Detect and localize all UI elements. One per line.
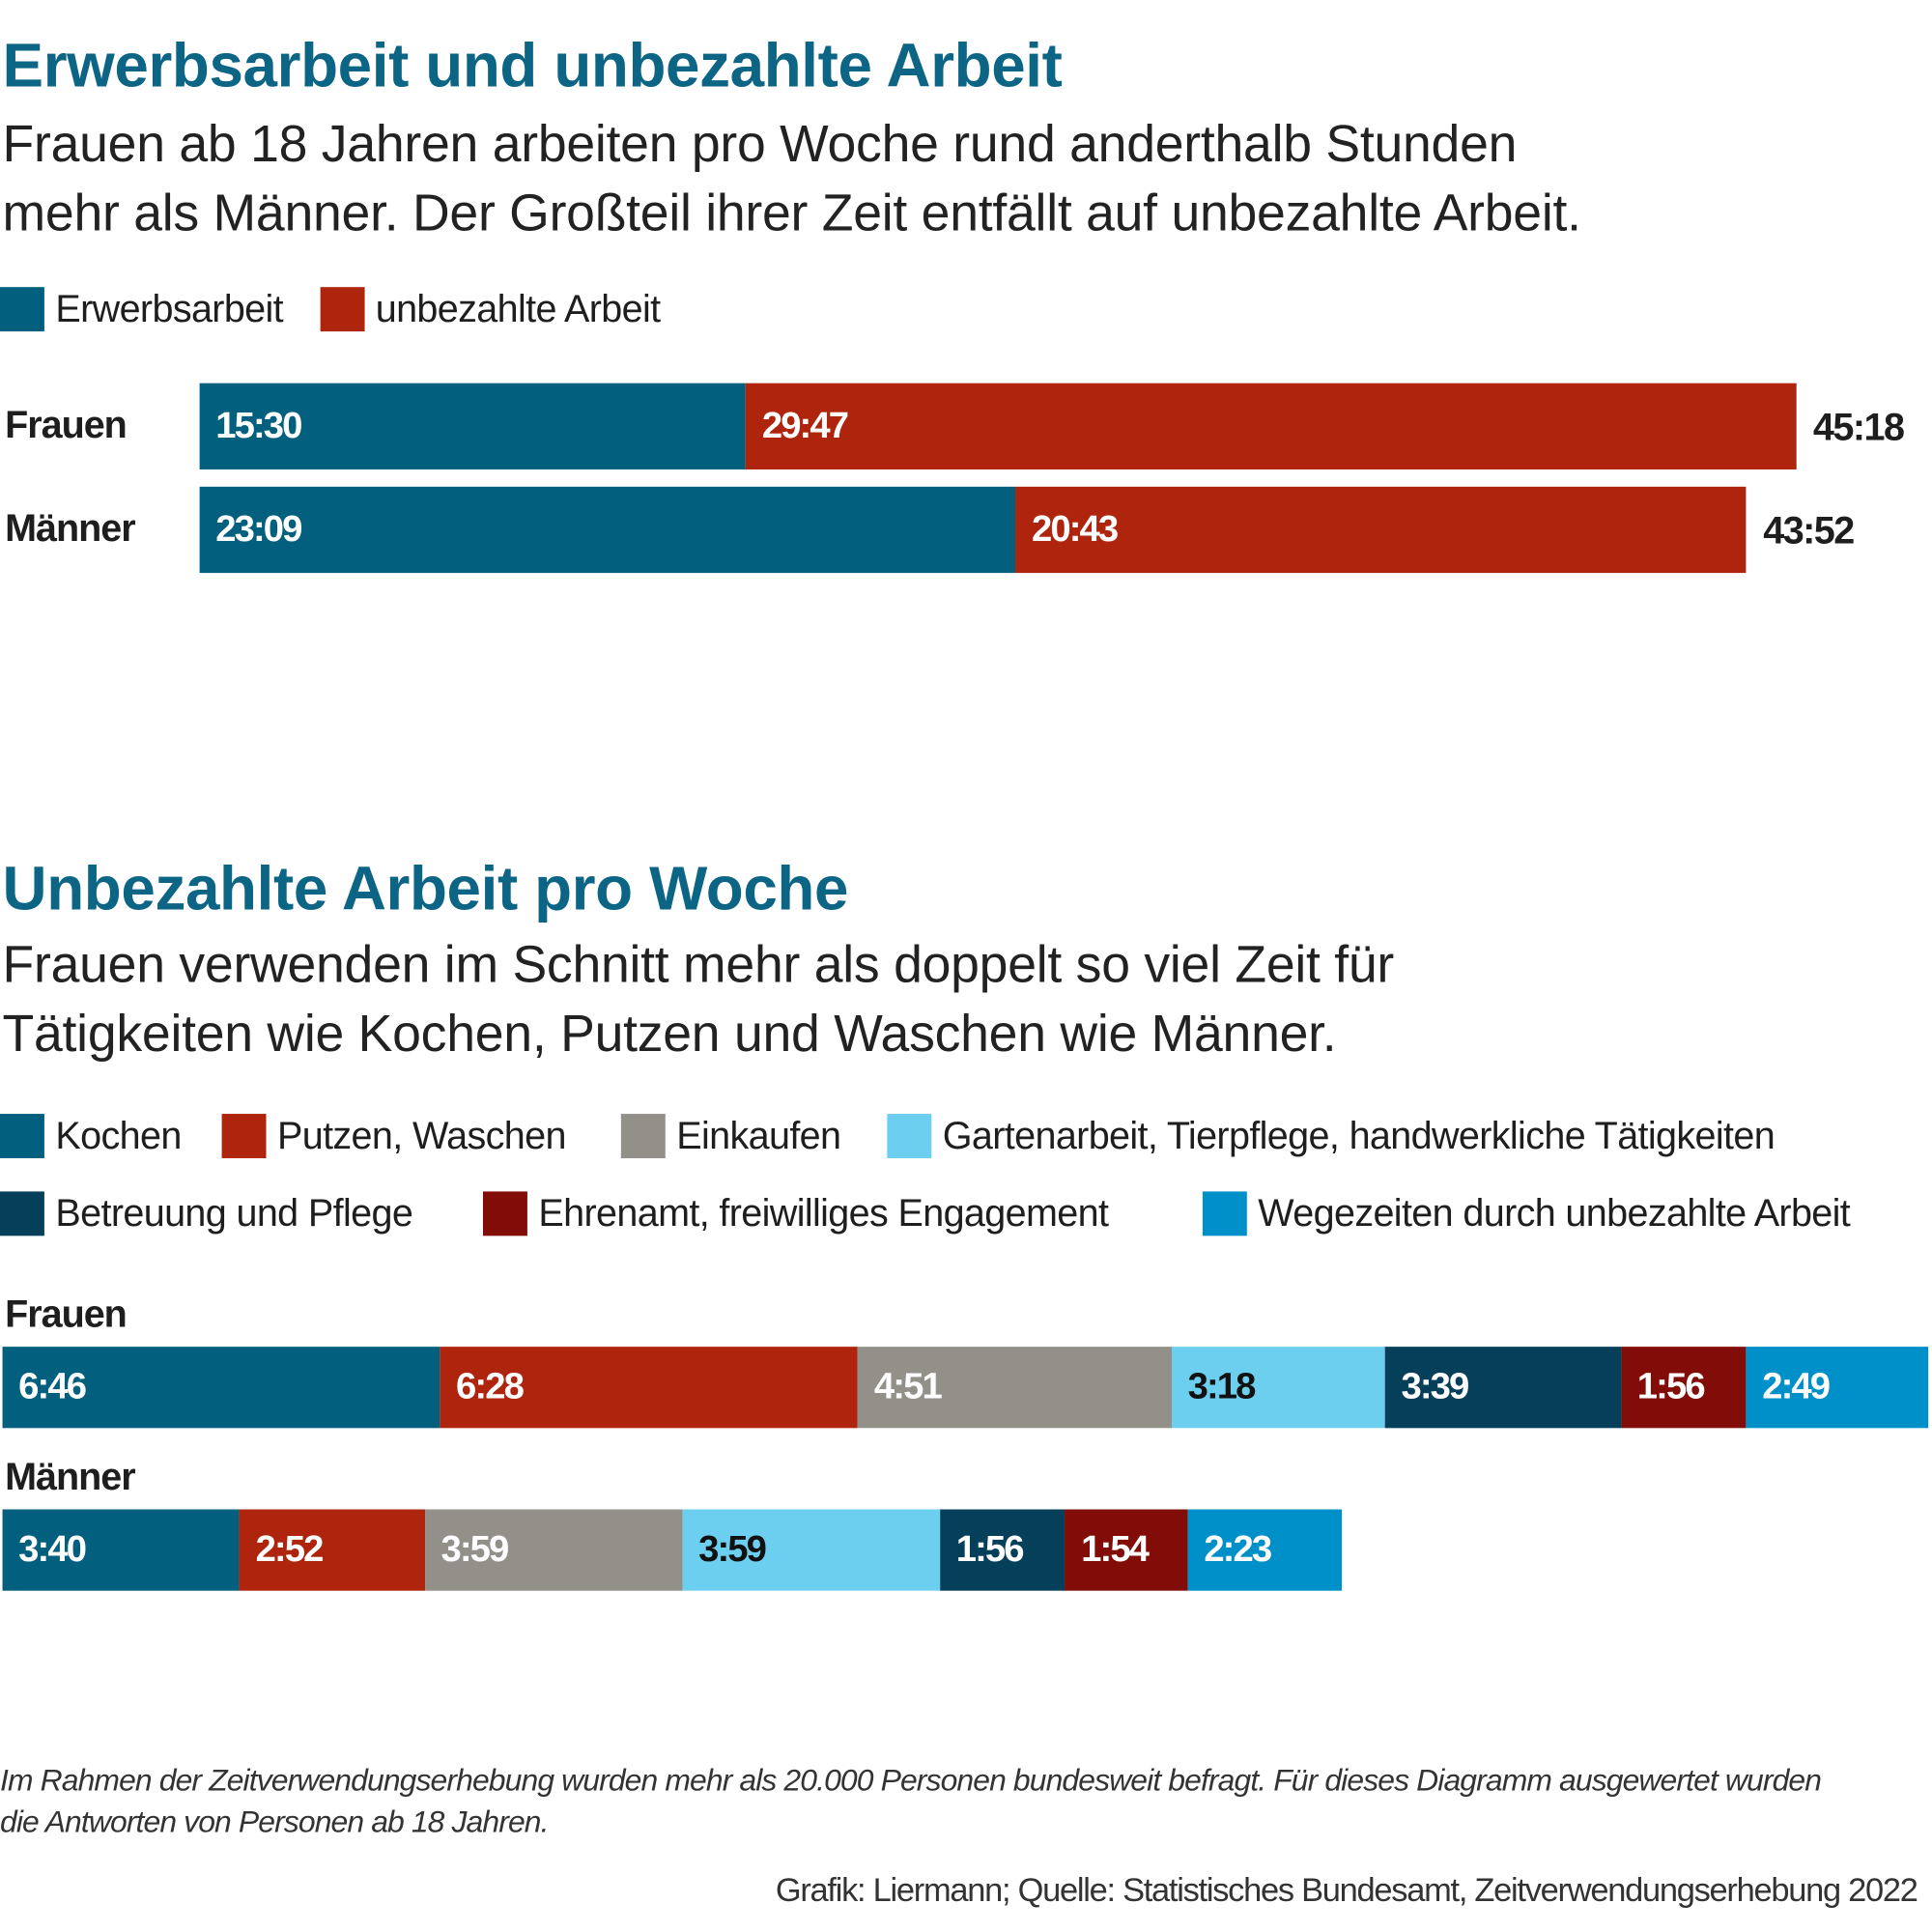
bar-segment-einkaufen: 3:59 [424,1509,683,1591]
source-credit: Grafik: Liermann; Quelle: Statistisches … [775,1871,1918,1909]
row-label-männer: Männer [5,1455,136,1499]
legend-item-einkaufen: Einkaufen [620,1114,841,1158]
legend-swatch [0,1114,44,1158]
legend-swatch [482,1191,527,1236]
bar-segment-ehrenamt-freiwilliges-engagement: 1:54 [1065,1509,1188,1591]
legend-swatch [887,1114,932,1158]
legend-swatch [0,287,44,332]
legend-item-wegezeiten-durch-unbezahlte-arbeit: Wegezeiten durch unbezahlte Arbeit [1202,1191,1851,1236]
legend-swatch [0,1191,44,1236]
legend-label: Ehrenamt, freiwilliges Engagement [538,1191,1109,1236]
legend-swatch [1202,1191,1247,1236]
bar-value-label: 2:52 [255,1528,325,1570]
bar-total-label: 45:18 [1812,405,1905,449]
bar-segment-erwerbsarbeit: 15:30 [199,383,747,469]
bar-value-label: 20:43 [1031,508,1119,550]
legend-item-betreuung-und-pflege: Betreuung und Pflege [0,1191,413,1236]
bar-value-label: 1:54 [1081,1528,1150,1570]
chart2-subtitle-line2: Tätigkeiten wie Kochen, Putzen und Wasch… [2,1004,1337,1063]
bar-value-label: 23:09 [215,508,302,550]
bar-value-label: 2:23 [1204,1528,1272,1570]
legend-label: unbezahlte Arbeit [375,287,661,330]
legend-swatch [320,287,365,332]
bar-value-label: 1:56 [1636,1366,1706,1407]
legend-label: Einkaufen [676,1114,841,1157]
row-label-frauen: Frauen [5,403,128,446]
bar-value-label: 6:28 [456,1366,525,1407]
bar-value-label: 29:47 [761,405,849,446]
bar-segment-wegezeiten-durch-unbezahlte-arbeit: 2:49 [1746,1347,1929,1429]
legend-item-unbezahlte-arbeit: unbezahlte Arbeit [320,287,661,332]
legend-swatch [620,1114,666,1158]
bar-segment-gartenarbeit-tierpflege-handwerkliche-tätigkeiten: 3:18 [1171,1347,1385,1429]
footnote-line1: Im Rahmen der Zeitverwendungserhebung wu… [0,1763,1822,1798]
row-label-frauen: Frauen [5,1293,128,1336]
bar-value-label: 3:39 [1401,1366,1469,1407]
chart1-title: Erwerbsarbeit und unbezahlte Arbeit [2,30,1063,100]
bar-segment-einkaufen: 4:51 [858,1347,1172,1429]
chart2-subtitle-line1: Frauen verwenden im Schnitt mehr als dop… [2,935,1395,994]
legend-item-kochen: Kochen [0,1114,182,1158]
chart1-subtitle-line1: Frauen ab 18 Jahren arbeiten pro Woche r… [2,114,1518,173]
bar-segment-kochen: 6:46 [2,1347,440,1429]
legend-swatch [221,1114,267,1158]
bar-value-label: 3:59 [698,1528,767,1570]
legend-label: Wegezeiten durch unbezahlte Arbeit [1258,1191,1851,1236]
bar-value-label: 3:40 [18,1528,87,1570]
bar-total-label: 43:52 [1763,508,1855,553]
legend-item-putzen-waschen: Putzen, Waschen [221,1114,567,1158]
legend-label: Kochen [55,1114,182,1157]
bar-value-label: 15:30 [215,405,302,446]
legend-item-gartenarbeit-tierpflege-handwerkliche-tätigkeiten: Gartenarbeit, Tierpflege, handwerkliche … [887,1114,1776,1158]
bar-segment-betreuung-und-pflege: 1:56 [940,1509,1065,1591]
bar-segment-unbezahlte-arbeit: 20:43 [1015,486,1747,574]
row-label-männer: Männer [5,506,136,550]
bar-segment-betreuung-und-pflege: 3:39 [1384,1347,1622,1429]
bar-segment-kochen: 3:40 [2,1509,240,1591]
legend-item-ehrenamt-freiwilliges-engagement: Ehrenamt, freiwilliges Engagement [482,1191,1109,1236]
bar-segment-ehrenamt-freiwilliges-engagement: 1:56 [1621,1347,1747,1429]
bar-value-label: 3:59 [440,1528,509,1570]
bar-segment-wegezeiten-durch-unbezahlte-arbeit: 2:23 [1187,1509,1343,1591]
chart1-subtitle-line2: mehr als Männer. Der Großteil ihrer Zeit… [2,184,1581,242]
bar-segment-unbezahlte-arbeit: 29:47 [746,383,1797,469]
chart2-title: Unbezahlte Arbeit pro Woche [2,853,849,923]
legend-item-erwerbsarbeit: Erwerbsarbeit [0,287,284,332]
bar-segment-putzen-waschen: 6:28 [440,1347,859,1429]
bar-segment-putzen-waschen: 2:52 [239,1509,425,1591]
bar-value-label: 3:18 [1187,1366,1257,1407]
footnote-line2: die Antworten von Personen ab 18 Jahren. [0,1804,549,1840]
legend-label: Betreuung und Pflege [55,1191,413,1236]
bar-segment-erwerbsarbeit: 23:09 [199,486,1016,574]
legend-label: Gartenarbeit, Tierpflege, handwerkliche … [942,1114,1776,1157]
bar-value-label: 1:56 [955,1528,1025,1570]
bar-value-label: 4:51 [873,1366,943,1407]
bar-value-label: 2:49 [1762,1366,1831,1407]
bar-value-label: 6:46 [18,1366,87,1407]
legend-label: Erwerbsarbeit [55,287,284,330]
chart1-legend: Erwerbsarbeit unbezahlte Arbeit [0,287,661,332]
bar-segment-gartenarbeit-tierpflege-handwerkliche-tätigkeiten: 3:59 [682,1509,941,1591]
legend-label: Putzen, Waschen [276,1114,567,1157]
